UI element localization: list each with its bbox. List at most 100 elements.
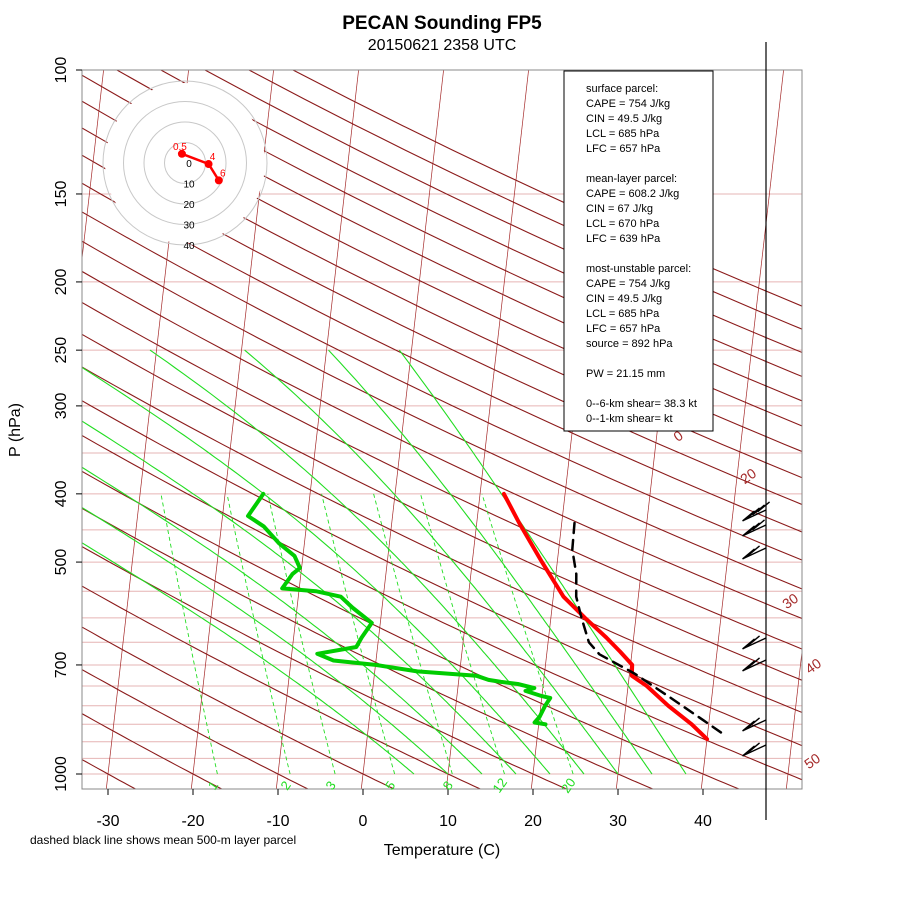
plot-border <box>81 69 803 790</box>
isotherm-label: 30 <box>779 590 801 612</box>
mixing-ratio-line <box>267 493 336 775</box>
temperature-trace <box>501 491 709 742</box>
y-tick-label: 250 <box>53 337 70 364</box>
y-axis-label: P (hPa) <box>7 403 24 457</box>
dry-adiabat-line <box>82 545 567 789</box>
y-tick-label: 500 <box>53 549 70 576</box>
info-line: most-unstable parcel: <box>586 263 691 275</box>
plot-frame <box>81 42 803 820</box>
dry-adiabat-line <box>82 626 395 789</box>
wind-barb-feather <box>742 525 756 537</box>
hodograph-ring-label: 0 <box>186 159 192 170</box>
dry-adiabat-line <box>159 70 802 378</box>
isotherm-line <box>275 70 359 789</box>
moist-adiabat-line <box>82 366 551 775</box>
hodograph: 0 10 20 30 40 0.5 46 <box>102 80 268 252</box>
moist-adiabat-line <box>82 542 415 775</box>
info-line: LFC = 639 hPa <box>586 233 661 245</box>
info-line: CAPE = 754 J/kg <box>586 278 670 290</box>
wind-barb-feather <box>752 519 766 531</box>
dry-adiabat-line <box>203 70 802 354</box>
hodograph-ring <box>123 101 247 225</box>
y-tick-label: 300 <box>53 392 70 419</box>
info-line: CIN = 67 J/kg <box>586 203 653 215</box>
mean-layer-parcel-trace <box>571 521 726 737</box>
hodograph-ring <box>143 121 227 205</box>
isotherm-line <box>445 70 529 789</box>
hodograph-background <box>105 83 265 243</box>
x-tick-label: -20 <box>181 813 204 830</box>
info-line: PW = 21.15 mm <box>586 368 665 380</box>
dry-adiabat-line <box>82 154 802 506</box>
info-line: 0--6-km shear= 38.3 kt <box>586 398 697 410</box>
isotherm-line <box>871 38 900 789</box>
moist-adiabat-line <box>82 506 449 775</box>
dry-adiabat-line <box>82 211 802 561</box>
dry-adiabat-line <box>82 585 481 789</box>
wind-barb-feather <box>752 504 766 516</box>
hodograph-height-label: 4 <box>210 152 216 163</box>
mixing-ratio-label: 3 <box>322 778 338 793</box>
dry-adiabat-line <box>82 333 802 681</box>
info-line: LCL = 685 hPa <box>586 128 660 140</box>
dry-adiabat-line <box>82 668 308 789</box>
info-line: LFC = 657 hPa <box>586 323 661 335</box>
dry-adiabat-line <box>82 507 653 789</box>
dry-adiabat-line <box>82 366 802 714</box>
x-tick-label: -10 <box>266 813 289 830</box>
hodograph-point <box>177 149 186 158</box>
info-line: LCL = 685 hPa <box>586 308 660 320</box>
isotherm-line <box>785 648 802 789</box>
dry-adiabat-line <box>82 270 802 620</box>
wind-barb-feather <box>742 548 756 560</box>
y-tick-label: 150 <box>53 181 70 208</box>
mixing-ratio-line <box>373 493 453 775</box>
isotherm-line <box>82 70 104 262</box>
x-axis-label: Temperature (C) <box>384 842 500 859</box>
moist-adiabats <box>82 349 687 775</box>
wind-barb-feather <box>742 660 756 672</box>
dry-adiabat-line <box>82 434 802 781</box>
dry-adiabat-line <box>82 713 222 789</box>
dry-adiabat-line <box>82 400 802 747</box>
moist-adiabat-line <box>244 349 619 775</box>
x-tick-label: -30 <box>96 813 119 830</box>
wind-barb <box>742 719 767 732</box>
hodograph-ring <box>102 80 268 246</box>
wind-barb <box>742 547 767 560</box>
isotherm-label: 20 <box>737 465 759 487</box>
info-box: surface parcel: CAPE = 754 J/kg CIN = 49.5… <box>563 70 714 432</box>
hodograph-point <box>214 176 223 185</box>
moist-adiabat-line <box>328 349 653 775</box>
info-line: surface parcel: <box>586 83 658 95</box>
dry-adiabat-line <box>82 182 802 533</box>
chart-subtitle: 20150621 2358 UTC <box>368 37 517 54</box>
isotherm-label: 50 <box>801 750 823 772</box>
info-line: CIN = 49.5 J/kg <box>586 113 662 125</box>
mixing-ratio-line <box>420 493 505 775</box>
hodograph-ring-label: 20 <box>183 200 195 211</box>
wind-barb-feather <box>747 742 761 754</box>
wind-barb-feather <box>747 522 761 534</box>
chart-title: PECAN Sounding FP5 <box>342 13 542 34</box>
hodograph-ring-label: 40 <box>183 241 195 252</box>
mixing-ratio-label: 1 <box>205 778 221 793</box>
wind-barb <box>742 637 767 650</box>
wind-barb-feather <box>747 657 761 669</box>
moist-adiabat-line <box>398 349 687 775</box>
wind-barb <box>742 509 767 522</box>
isotherm-line <box>700 70 784 789</box>
x-tick-label: 10 <box>439 813 457 830</box>
sounding-traces <box>246 491 726 742</box>
info-line: LCL = 670 hPa <box>586 218 660 230</box>
wind-barb-feather <box>747 545 761 557</box>
hodograph-height-label: 6 <box>220 168 226 179</box>
isotherm-label: 40 <box>802 655 824 677</box>
info-line: mean-layer parcel: <box>586 173 677 185</box>
y-tick-label: 400 <box>53 480 70 507</box>
info-line: source = 892 hPa <box>586 338 673 350</box>
moist-adiabat-line <box>82 466 483 775</box>
hodograph-point <box>204 160 213 169</box>
wind-barb-feather <box>742 638 756 650</box>
hodograph-height-label: 0.5 <box>173 142 187 153</box>
